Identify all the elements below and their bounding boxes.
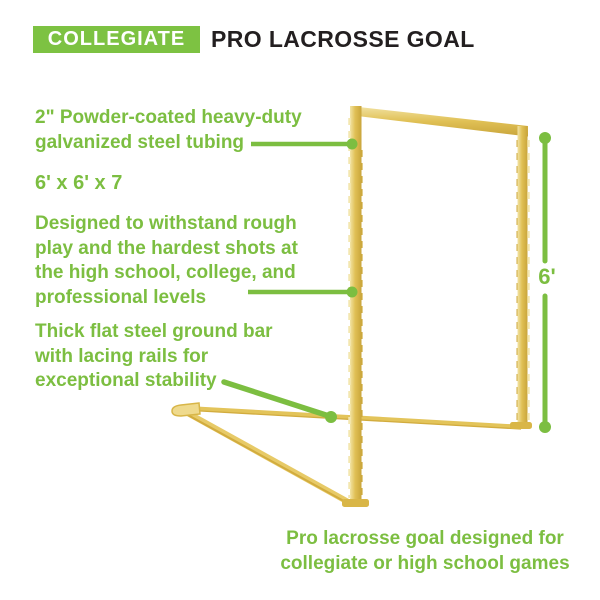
callout-line-ground-bar [221,379,332,419]
goal-ground-bar-left [182,408,352,506]
goal-rear-apex [171,402,201,417]
annotation-tubing: 2" Powder-coated heavy-duty galvanized s… [35,107,302,153]
goal-left-post [350,106,362,505]
annotation-durability: Designed to withstand rough play and the… [35,213,298,308]
goal-right-post [517,126,528,428]
champion-sports-logo: Champion ★ SPORTS [0,520,220,590]
goal-left-foot [342,499,369,507]
product-tagline: Pro lacrosse goal designed for collegiat… [280,528,570,574]
annotation-dimensions: 6' x 6' x 7 [35,172,123,194]
goal-right-foot [510,422,532,429]
dimension-label: 6' [538,264,556,289]
callout-dot-ground-bar [325,411,337,423]
callout-dot-tubing [346,138,358,150]
dimension-end-dot-bottom [539,421,551,433]
collegiate-badge: COLLEGIATE [33,26,200,53]
dimension-end-dot-top [539,132,551,144]
goal-crossbar [350,106,528,137]
page-title: PRO LACROSSE GOAL [211,26,475,52]
annotation-ground-bar: Thick flat steel ground bar with lacing … [35,321,273,391]
callout-dot-durability [346,286,358,298]
